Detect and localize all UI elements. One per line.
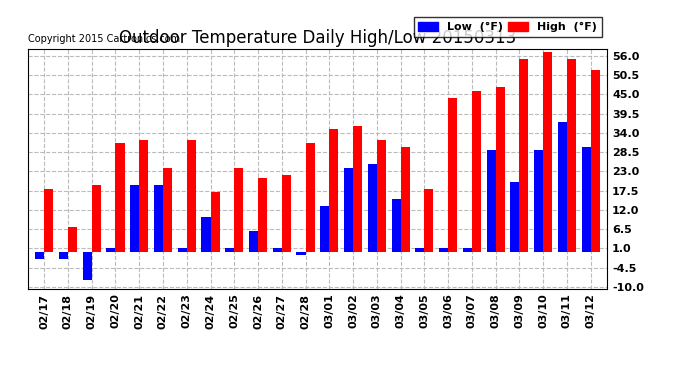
Bar: [210, 192, 219, 252]
Bar: [486, 150, 495, 252]
Title: Outdoor Temperature Daily High/Low 20150313: Outdoor Temperature Daily High/Low 20150…: [119, 29, 516, 47]
Bar: [391, 200, 400, 252]
Bar: [495, 87, 504, 252]
Bar: [225, 249, 235, 252]
Bar: [582, 147, 591, 252]
Bar: [415, 249, 424, 252]
Bar: [511, 182, 520, 252]
Bar: [558, 122, 566, 252]
Bar: [115, 143, 124, 252]
Bar: [320, 206, 329, 252]
Bar: [344, 168, 353, 252]
Bar: [534, 150, 543, 252]
Bar: [59, 252, 68, 259]
Bar: [258, 178, 267, 252]
Bar: [306, 143, 315, 252]
Bar: [163, 168, 172, 252]
Bar: [353, 126, 362, 252]
Bar: [297, 252, 306, 255]
Bar: [92, 185, 101, 252]
Bar: [472, 91, 481, 252]
Legend: Low  (°F), High  (°F): Low (°F), High (°F): [413, 17, 602, 37]
Bar: [368, 164, 377, 252]
Bar: [400, 147, 410, 252]
Bar: [83, 252, 92, 280]
Bar: [235, 168, 244, 252]
Bar: [273, 249, 282, 252]
Bar: [178, 249, 187, 252]
Bar: [566, 59, 576, 252]
Bar: [154, 185, 163, 252]
Bar: [35, 252, 44, 259]
Bar: [448, 98, 457, 252]
Bar: [130, 185, 139, 252]
Bar: [139, 140, 148, 252]
Bar: [377, 140, 386, 252]
Bar: [249, 231, 258, 252]
Text: Copyright 2015 Cartronics.com: Copyright 2015 Cartronics.com: [28, 34, 179, 44]
Bar: [201, 217, 210, 252]
Bar: [424, 189, 433, 252]
Bar: [520, 59, 529, 252]
Bar: [463, 249, 472, 252]
Bar: [68, 227, 77, 252]
Bar: [591, 70, 600, 252]
Bar: [439, 249, 448, 252]
Bar: [106, 249, 115, 252]
Bar: [44, 189, 53, 252]
Bar: [187, 140, 196, 252]
Bar: [329, 129, 338, 252]
Bar: [543, 52, 552, 252]
Bar: [282, 175, 290, 252]
